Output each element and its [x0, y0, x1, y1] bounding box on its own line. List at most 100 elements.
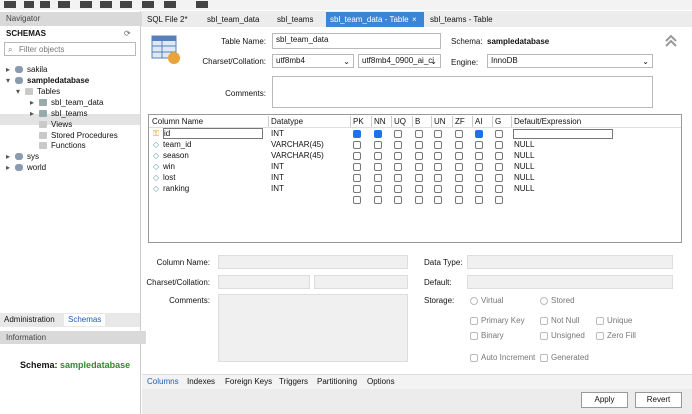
charset-select[interactable] — [218, 275, 310, 289]
schemas-tab[interactable]: Schemas — [64, 314, 106, 326]
tree-item[interactable]: sys — [27, 152, 39, 161]
schemas-refresh[interactable]: ⟳ — [124, 29, 131, 38]
bottom-tab[interactable]: Options — [367, 377, 395, 386]
flag-checkbox[interactable] — [415, 141, 423, 149]
flag-checkbox[interactable] — [353, 163, 361, 171]
flag-checkbox[interactable] — [374, 174, 382, 182]
flag-checkbox[interactable] — [434, 196, 442, 204]
column-name[interactable]: ranking — [163, 184, 190, 193]
flag-checkbox[interactable] — [374, 152, 382, 160]
flag-checkbox[interactable] — [455, 185, 463, 193]
column-name[interactable]: season — [163, 151, 189, 160]
tree-item[interactable]: sampledatabase — [27, 76, 90, 85]
button[interactable]: Apply — [581, 392, 628, 408]
flag-checkbox[interactable] — [455, 174, 463, 182]
flag-checkbox[interactable] — [434, 141, 442, 149]
column-default[interactable]: NULL — [514, 173, 535, 182]
column-name[interactable]: win — [163, 162, 176, 171]
bottom-tab[interactable]: Columns — [147, 377, 179, 386]
default-input[interactable] — [467, 275, 673, 289]
flag-checkbox[interactable] — [495, 130, 503, 138]
flag-checkbox[interactable] — [353, 141, 361, 149]
tree-item[interactable]: Functions — [51, 141, 86, 150]
detail-checkbox[interactable] — [540, 317, 548, 325]
flag-checkbox[interactable] — [495, 163, 503, 171]
tree-item[interactable]: world — [27, 163, 47, 172]
flag-checkbox[interactable] — [434, 174, 442, 182]
flag-checkbox[interactable] — [374, 130, 382, 138]
column-datatype[interactable]: INT — [271, 162, 284, 171]
flag-checkbox[interactable] — [475, 196, 483, 204]
collation-select[interactable] — [314, 275, 408, 289]
column-name-input[interactable] — [218, 255, 408, 269]
collapse-button[interactable] — [664, 34, 678, 48]
tree-item[interactable]: sbl_teams — [51, 109, 88, 118]
charset-select[interactable]: utf8mb4 ⌄ — [272, 54, 354, 68]
flag-checkbox[interactable] — [353, 174, 361, 182]
detail-checkbox[interactable] — [596, 332, 604, 340]
flag-checkbox[interactable] — [455, 163, 463, 171]
flag-checkbox[interactable] — [353, 196, 361, 204]
column-datatype[interactable]: INT — [271, 129, 284, 138]
flag-checkbox[interactable] — [374, 196, 382, 204]
flag-checkbox[interactable] — [394, 174, 402, 182]
tree-arrow[interactable]: ▸ — [6, 65, 11, 74]
flag-checkbox[interactable] — [495, 196, 503, 204]
tree-arrow[interactable]: ▸ — [6, 163, 11, 172]
flag-checkbox[interactable] — [434, 130, 442, 138]
tree-item[interactable]: Stored Procedures — [51, 131, 118, 140]
flag-checkbox[interactable] — [374, 141, 382, 149]
tree-item[interactable]: Tables — [37, 87, 61, 96]
column-default[interactable]: NULL — [514, 140, 535, 149]
flag-checkbox[interactable] — [394, 163, 402, 171]
column-name[interactable]: id — [163, 128, 263, 139]
column-default[interactable]: NULL — [514, 162, 535, 171]
bottom-tab[interactable]: Foreign Keys — [225, 377, 273, 386]
button[interactable]: Revert — [635, 392, 682, 408]
flag-checkbox[interactable] — [495, 152, 503, 160]
editor-tab[interactable]: sbl_teams - Table — [430, 15, 493, 24]
detail-checkbox[interactable] — [470, 332, 478, 340]
table-name-input[interactable]: sbl_team_data — [272, 33, 441, 49]
column-datatype[interactable]: INT — [271, 173, 284, 182]
detail-checkbox[interactable] — [596, 317, 604, 325]
tree-item[interactable]: sbl_team_data — [51, 98, 104, 107]
flag-checkbox[interactable] — [415, 152, 423, 160]
tree-arrow[interactable]: ▸ — [30, 98, 35, 107]
editor-tab[interactable]: SQL File 2* — [147, 15, 188, 24]
flag-checkbox[interactable] — [394, 185, 402, 193]
engine-select[interactable]: InnoDB ⌄ — [487, 54, 653, 68]
data-type-input[interactable] — [467, 255, 673, 269]
column-name[interactable]: lost — [163, 173, 176, 182]
administration-tab[interactable]: Administration — [4, 315, 55, 324]
flag-checkbox[interactable] — [495, 141, 503, 149]
detail-checkbox[interactable] — [540, 354, 548, 362]
flag-checkbox[interactable] — [394, 130, 402, 138]
detail-checkbox[interactable] — [540, 332, 548, 340]
tree-arrow[interactable]: ▾ — [6, 76, 11, 85]
storage-radio[interactable] — [540, 297, 548, 305]
flag-checkbox[interactable] — [475, 185, 483, 193]
tree-item[interactable]: Views — [51, 120, 73, 129]
column-datatype[interactable]: INT — [271, 184, 284, 193]
flag-checkbox[interactable] — [374, 163, 382, 171]
column-name[interactable]: team_id — [163, 140, 192, 149]
tree-arrow[interactable]: ▾ — [16, 87, 21, 96]
flag-checkbox[interactable] — [415, 163, 423, 171]
flag-checkbox[interactable] — [475, 130, 483, 138]
flag-checkbox[interactable] — [475, 152, 483, 160]
column-default[interactable]: NULL — [514, 151, 535, 160]
editor-tab[interactable]: sbl_team_data - Table — [326, 12, 424, 27]
flag-checkbox[interactable] — [495, 185, 503, 193]
collation-select[interactable]: utf8mb4_0900_ai_ci ⌄ — [358, 54, 441, 68]
bottom-tab[interactable]: Partitioning — [317, 377, 358, 386]
flag-checkbox[interactable] — [353, 185, 361, 193]
flag-checkbox[interactable] — [353, 152, 361, 160]
editor-tab[interactable]: sbl_teams — [277, 15, 314, 24]
flag-checkbox[interactable] — [394, 196, 402, 204]
comments-textarea[interactable] — [272, 76, 653, 108]
flag-checkbox[interactable] — [455, 141, 463, 149]
tab-close[interactable]: × — [412, 15, 417, 24]
flag-checkbox[interactable] — [455, 196, 463, 204]
flag-checkbox[interactable] — [475, 174, 483, 182]
